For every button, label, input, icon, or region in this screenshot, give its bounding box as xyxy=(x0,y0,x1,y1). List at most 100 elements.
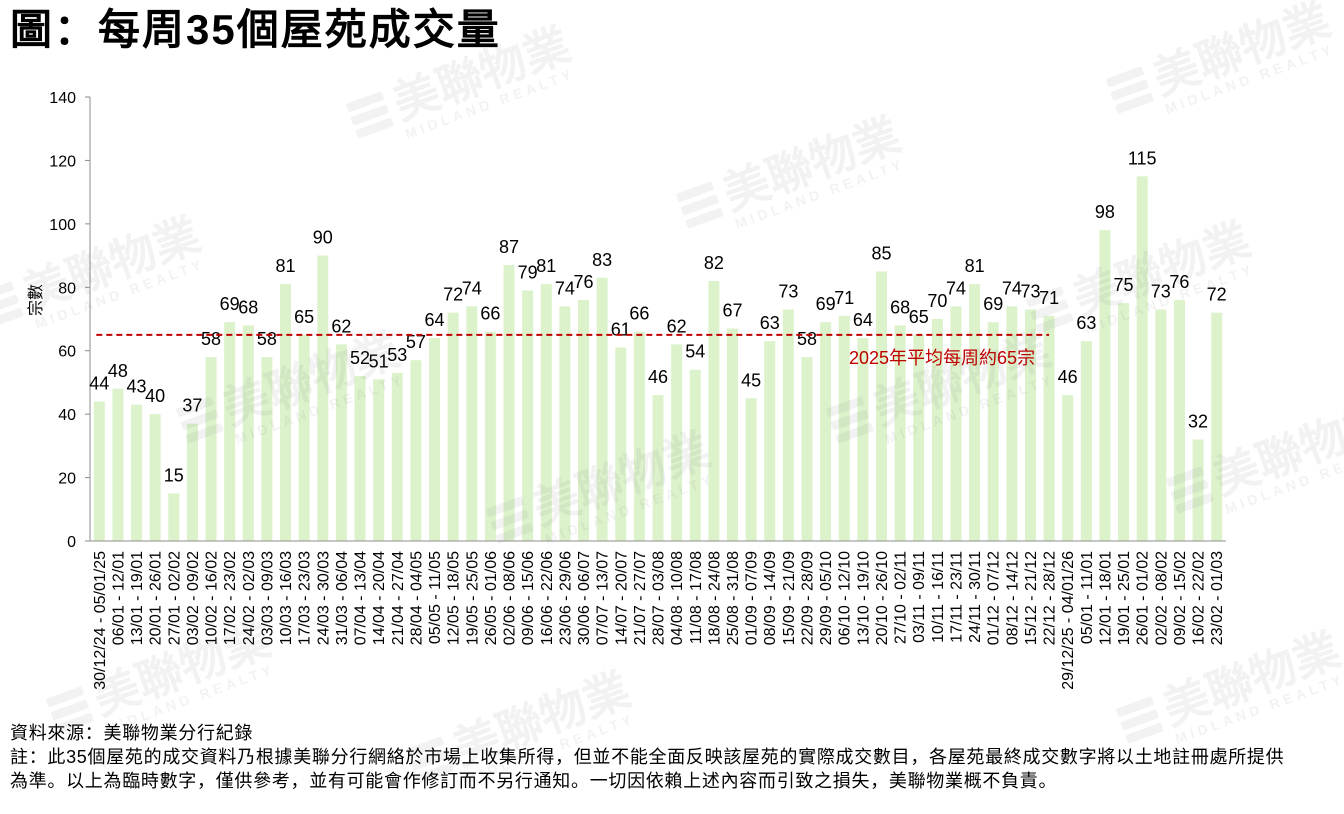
bar xyxy=(1173,299,1185,541)
data-label: 66 xyxy=(480,304,500,324)
data-label: 54 xyxy=(685,342,705,362)
watermark-logo-stripe xyxy=(0,307,24,329)
watermark-logo-stripe xyxy=(55,712,94,734)
data-label: 71 xyxy=(1039,288,1059,308)
bar xyxy=(652,395,664,541)
bar xyxy=(1118,303,1130,541)
watermark-logo-stripe xyxy=(350,104,389,126)
watermark-logo-stripe xyxy=(1115,92,1154,114)
x-tick-label: 30/12/24 - 05/01/25 xyxy=(92,551,109,690)
x-tick-label: 28/04 - 04/05 xyxy=(408,551,425,645)
x-tick-label: 28/07 - 03/08 xyxy=(651,551,668,645)
x-tick-label: 20/10 - 26/10 xyxy=(874,551,891,645)
x-tick-label: 31/03 - 06/04 xyxy=(334,551,351,645)
data-label: 58 xyxy=(797,329,817,349)
bar xyxy=(1006,306,1018,541)
page-title: 圖：每周35個屋苑成交量 xyxy=(10,6,501,53)
bar xyxy=(596,277,608,541)
watermark-logo-stripe xyxy=(1125,722,1164,744)
watermark-logo-stripe xyxy=(415,762,454,784)
data-label: 46 xyxy=(1058,367,1078,387)
bar xyxy=(391,372,403,541)
x-tick-label: 23/06 - 29/06 xyxy=(557,551,574,645)
data-label: 82 xyxy=(704,253,724,273)
x-tick-label: 14/04 - 20/04 xyxy=(371,551,388,645)
watermark-logo-stripe xyxy=(1166,466,1204,487)
footer: 資料來源：美聯物業分行紀錄 註：此35個屋苑的成交資料乃根據美聯分行網絡於市場上… xyxy=(10,721,1284,793)
data-label: 44 xyxy=(89,373,109,393)
data-label: 73 xyxy=(1020,281,1040,301)
watermark-logo-stripe xyxy=(1170,479,1209,501)
x-tick-labels: 30/12/24 - 05/01/25 06/01 - 12/01 13/01 - … xyxy=(92,551,1226,690)
data-label: 46 xyxy=(648,367,668,387)
watermark-logo-stripe xyxy=(176,396,214,417)
x-tick-label: 10/03 - 16/03 xyxy=(278,551,295,645)
watermark-logo-stripe xyxy=(355,117,394,139)
x-tick-label: 09/02 - 15/02 xyxy=(1172,551,1189,645)
x-tick-label: 27/01 - 02/02 xyxy=(166,551,183,645)
x-tick-label: 04/08 - 10/08 xyxy=(669,551,686,645)
bar xyxy=(578,299,590,541)
data-label: 73 xyxy=(778,281,798,301)
data-label: 81 xyxy=(536,256,556,276)
watermark-logo-stripe xyxy=(676,181,714,202)
x-tick-label: 17/02 - 23/02 xyxy=(222,551,239,645)
x-tick-label: 12/01 - 18/01 xyxy=(1097,551,1114,645)
data-label: 32 xyxy=(1188,412,1208,432)
x-tick-label: 06/10 - 12/10 xyxy=(837,551,854,645)
x-tick-label: 17/11 - 23/11 xyxy=(948,551,965,643)
data-label: 61 xyxy=(611,320,631,340)
x-tick-label: 30/06 - 06/07 xyxy=(576,551,593,645)
data-label: 64 xyxy=(853,310,873,330)
data-label: 62 xyxy=(667,316,687,336)
bar xyxy=(522,290,534,541)
bar xyxy=(838,315,850,541)
y-tick-label: 0 xyxy=(67,534,76,551)
bar xyxy=(168,493,180,541)
data-label: 63 xyxy=(1076,313,1096,333)
x-tick-label: 07/07 - 13/07 xyxy=(595,551,612,645)
bar xyxy=(261,357,273,541)
data-label: 37 xyxy=(182,396,202,416)
axes xyxy=(85,96,1226,542)
x-tick-label: 25/08 - 31/08 xyxy=(725,551,742,645)
data-label: 74 xyxy=(555,278,575,298)
data-label: 48 xyxy=(108,361,128,381)
data-label: 81 xyxy=(276,256,296,276)
data-label: 72 xyxy=(443,285,463,305)
x-tick-label: 22/12 - 28/12 xyxy=(1042,551,1059,645)
bar xyxy=(1043,315,1055,541)
average-reference-label: 2025年平均每周約65宗 xyxy=(849,348,1035,368)
watermark-logo-stripe xyxy=(680,194,719,216)
x-tick-label: 02/06 - 08/06 xyxy=(502,551,519,645)
x-tick-label: 23/02 - 01/03 xyxy=(1209,551,1226,645)
bar xyxy=(801,357,813,541)
x-tick-label: 24/02 - 02/03 xyxy=(241,551,258,645)
bar xyxy=(782,309,794,541)
bar xyxy=(969,284,981,541)
watermark-logo-stripe xyxy=(1110,79,1149,101)
bar xyxy=(466,306,478,541)
bar xyxy=(335,344,347,541)
data-label: 52 xyxy=(350,348,370,368)
bar xyxy=(689,369,701,541)
data-label: 58 xyxy=(201,329,221,349)
watermark-logo-stripe xyxy=(1120,709,1159,731)
disclaimer-line-2: 為準。以上為臨時數字，僅供參考，並有可能會作修訂而不另行通知。一切因依賴上述內容… xyxy=(10,771,1058,791)
watermark-logo-stripe xyxy=(406,736,444,757)
y-tick-label: 80 xyxy=(58,280,76,297)
x-tick-label: 05/01 - 11/01 xyxy=(1079,551,1096,644)
data-label: 65 xyxy=(909,307,929,327)
watermark-logo-stripe xyxy=(1035,312,1074,334)
watermark-logo-stripe xyxy=(185,422,224,444)
bar xyxy=(1211,312,1223,541)
watermark-logo-stripe xyxy=(346,91,384,112)
data-label: 69 xyxy=(220,294,240,314)
bar xyxy=(745,398,757,541)
bar xyxy=(1192,439,1204,541)
data-label: 66 xyxy=(629,304,649,324)
bar xyxy=(857,338,869,541)
x-tick-label: 14/07 - 20/07 xyxy=(613,551,630,645)
